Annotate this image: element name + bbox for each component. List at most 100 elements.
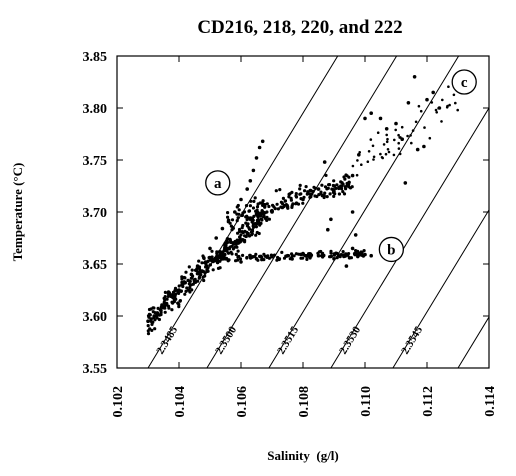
data-point [347, 255, 352, 260]
data-point [235, 219, 239, 223]
density-contour-label: 2.3515 [275, 324, 301, 357]
data-point [385, 140, 389, 144]
data-point [332, 179, 336, 183]
data-point [344, 252, 348, 256]
data-point [289, 198, 293, 202]
data-point [187, 288, 191, 292]
data-point [448, 103, 451, 107]
data-point [332, 189, 336, 193]
data-point [251, 218, 255, 223]
data-point [414, 120, 418, 124]
data-point [224, 244, 228, 248]
data-point [166, 294, 170, 298]
data-point [406, 101, 411, 105]
data-point [428, 136, 432, 140]
data-point [372, 155, 376, 159]
data-point [180, 280, 184, 284]
data-point [218, 259, 222, 263]
data-point [241, 253, 245, 257]
data-point [344, 187, 348, 191]
data-point [294, 201, 299, 205]
data-point [316, 187, 321, 191]
cluster-callouts: a b c [205, 69, 477, 263]
data-point [230, 241, 234, 245]
data-point [452, 93, 456, 97]
data-point [301, 256, 305, 260]
data-point [342, 255, 346, 259]
data-point [254, 222, 258, 226]
callout-circle [205, 170, 231, 196]
callout-a: a [205, 170, 231, 196]
x-tick-label: 0.108 [297, 386, 312, 418]
data-point [353, 233, 358, 237]
data-point [310, 192, 314, 196]
data-point [220, 226, 225, 231]
data-point [355, 173, 359, 177]
data-point [231, 226, 235, 230]
data-point [454, 101, 457, 105]
density-contour-label: 2.3485 [154, 324, 180, 357]
data-point [252, 214, 256, 218]
data-point [431, 90, 436, 95]
callout-circle [451, 69, 477, 95]
data-point [238, 235, 242, 239]
data-point [332, 252, 336, 256]
data-point [183, 280, 187, 285]
density-contour-label: 2.3545 [399, 324, 425, 357]
x-tick-labels: 0.102 0.104 0.106 0.108 0.110 0.112 0.114 [111, 386, 498, 418]
data-point [166, 290, 171, 294]
data-point [245, 255, 249, 260]
data-point [297, 252, 301, 256]
data-point [360, 163, 363, 166]
data-point [412, 75, 417, 79]
data-point [185, 286, 189, 290]
data-point [177, 288, 181, 292]
data-point [397, 133, 400, 137]
data-point [200, 261, 204, 265]
density-contour-labels: 2.3485 2.3500 2.3515 2.3530 2.3545 [154, 324, 425, 357]
data-point [369, 111, 374, 115]
data-point [230, 218, 235, 222]
data-point [188, 285, 192, 290]
data-point [183, 292, 187, 296]
data-point [219, 251, 223, 255]
callout-label: b [387, 242, 395, 258]
data-point [184, 270, 188, 274]
callout-label: a [214, 176, 222, 192]
data-point [236, 203, 240, 208]
data-point [331, 183, 335, 188]
data-point [177, 284, 181, 288]
data-point [387, 150, 391, 154]
data-point [382, 143, 386, 146]
data-point [304, 185, 308, 189]
data-point [165, 297, 169, 301]
data-point [218, 266, 222, 270]
data-point [257, 145, 262, 150]
data-point [400, 137, 405, 141]
data-point [343, 177, 347, 181]
data-point [323, 191, 327, 195]
data-point [197, 276, 201, 280]
data-point [177, 302, 181, 307]
data-point [236, 249, 240, 253]
y-tick-label: 3.75 [83, 154, 108, 169]
callout-circle [378, 236, 405, 263]
data-point [285, 205, 290, 209]
data-point [246, 231, 250, 236]
data-point [447, 85, 450, 88]
data-point [330, 187, 334, 191]
data-point [277, 257, 281, 262]
data-point [190, 288, 194, 292]
data-point [243, 238, 247, 242]
data-point [360, 253, 364, 257]
data-point [265, 202, 269, 206]
data-point [190, 268, 194, 272]
y-tick-label: 3.60 [83, 310, 108, 325]
data-point [319, 190, 323, 194]
data-point [236, 258, 240, 262]
data-point [250, 255, 254, 259]
data-point [253, 196, 257, 200]
data-point [306, 190, 310, 194]
data-point [237, 227, 242, 232]
x-tick-label: 0.112 [421, 386, 436, 417]
